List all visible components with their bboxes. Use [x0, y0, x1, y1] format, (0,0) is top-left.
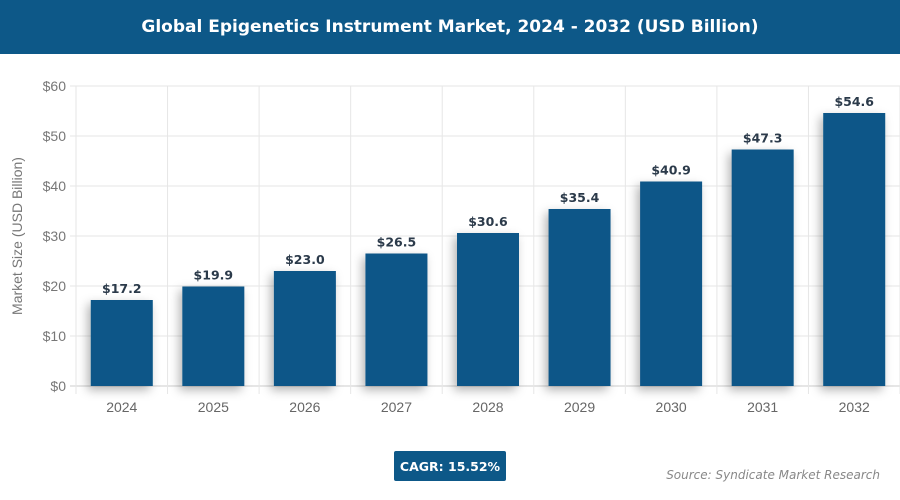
- y-tick-label: $20: [43, 278, 67, 294]
- data-label: $40.9: [651, 163, 691, 178]
- y-tick-label: $0: [50, 378, 66, 394]
- data-label: $17.2: [102, 281, 142, 296]
- chart-title: Global Epigenetics Instrument Market, 20…: [141, 17, 759, 37]
- x-tick-label: 2028: [472, 399, 503, 415]
- y-tick-label: $40: [43, 178, 67, 194]
- x-tick-label: 2024: [106, 399, 137, 415]
- x-tick-label: 2032: [839, 399, 870, 415]
- cagr-badge: CAGR: 15.52%: [394, 451, 506, 481]
- data-label: $30.6: [468, 214, 508, 229]
- data-label: $19.9: [194, 268, 234, 283]
- bar: [731, 149, 794, 386]
- x-tick-label: 2027: [381, 399, 412, 415]
- x-tick-label: 2029: [564, 399, 595, 415]
- bar: [457, 233, 519, 386]
- y-tick-label: $60: [43, 78, 67, 94]
- bar: [182, 286, 245, 386]
- bar: [823, 113, 886, 386]
- y-tick-label: $50: [43, 128, 67, 144]
- x-tick-label: 2026: [289, 399, 320, 415]
- data-label: $23.0: [285, 252, 325, 267]
- x-tick-label: 2031: [747, 399, 778, 415]
- bar: [365, 253, 428, 386]
- bar: [90, 300, 153, 386]
- bar: [273, 271, 336, 386]
- y-tick-label: $10: [43, 328, 67, 344]
- bar: [640, 181, 703, 386]
- data-label: $54.6: [834, 94, 874, 109]
- bar: [548, 209, 611, 386]
- data-label: $35.4: [560, 190, 600, 205]
- chart-title-banner: Global Epigenetics Instrument Market, 20…: [0, 0, 900, 54]
- data-label: $47.3: [743, 131, 783, 146]
- y-axis-label: Market Size (USD Billion): [9, 157, 25, 315]
- y-tick-label: $30: [43, 228, 67, 244]
- x-tick-label: 2025: [198, 399, 229, 415]
- data-label: $26.5: [377, 235, 417, 250]
- x-tick-label: 2030: [656, 399, 687, 415]
- source-note: Source: Syndicate Market Research: [666, 468, 880, 482]
- cagr-text: CAGR: 15.52%: [399, 458, 501, 474]
